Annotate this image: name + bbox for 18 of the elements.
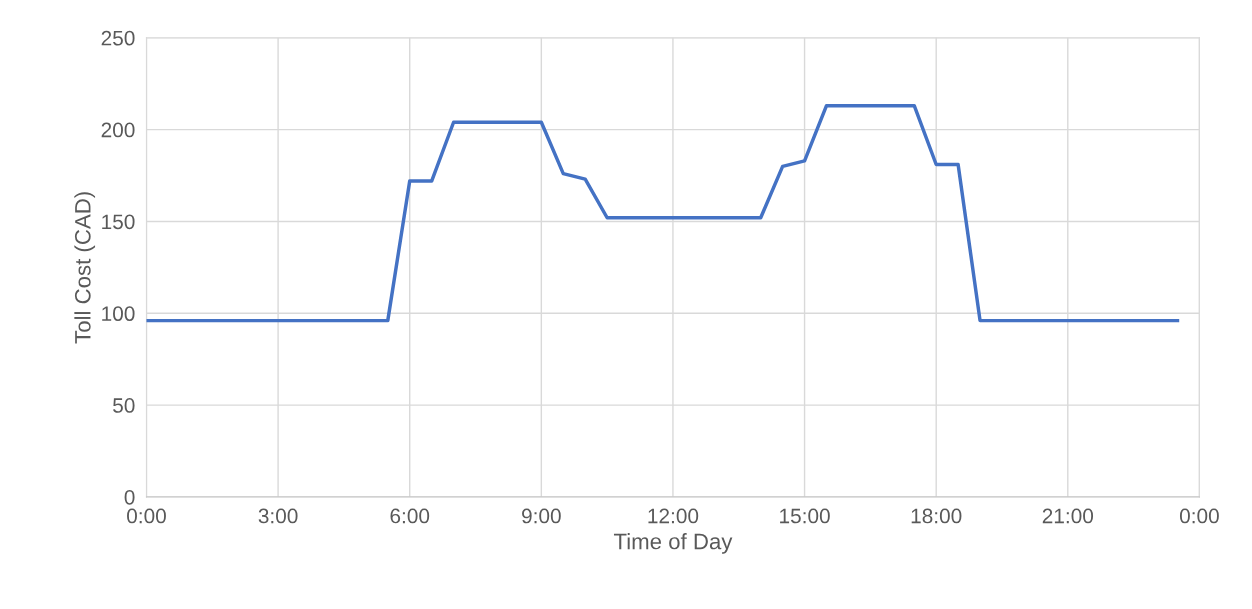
x-tick-label: 0:00 bbox=[1179, 508, 1219, 524]
y-tick-label: 250 bbox=[101, 30, 135, 46]
y-axis-title: Toll Cost (CAD) bbox=[74, 192, 96, 344]
y-tick-label: 100 bbox=[102, 306, 135, 322]
y-tick-label: 50 bbox=[113, 398, 135, 413]
x-tick-label: 3:00 bbox=[258, 508, 298, 524]
y-tick-label: 150 bbox=[102, 214, 135, 230]
y-tick-label: 200 bbox=[101, 122, 135, 138]
x-tick-label: 15:00 bbox=[780, 508, 830, 524]
line-series bbox=[146, 103, 1180, 323]
x-tick-label: 6:00 bbox=[390, 508, 430, 524]
x-tick-label: 0:00 bbox=[127, 508, 166, 524]
y-tick-label: 0 bbox=[124, 489, 135, 505]
x-axis-title: Time of Day bbox=[613, 533, 733, 554]
x-tick-label: 9:00 bbox=[522, 508, 561, 524]
x-tick-label: 18:00 bbox=[911, 508, 962, 524]
x-tick-label: 12:00 bbox=[648, 508, 699, 524]
x-tick-label: 21:00 bbox=[1042, 508, 1094, 524]
